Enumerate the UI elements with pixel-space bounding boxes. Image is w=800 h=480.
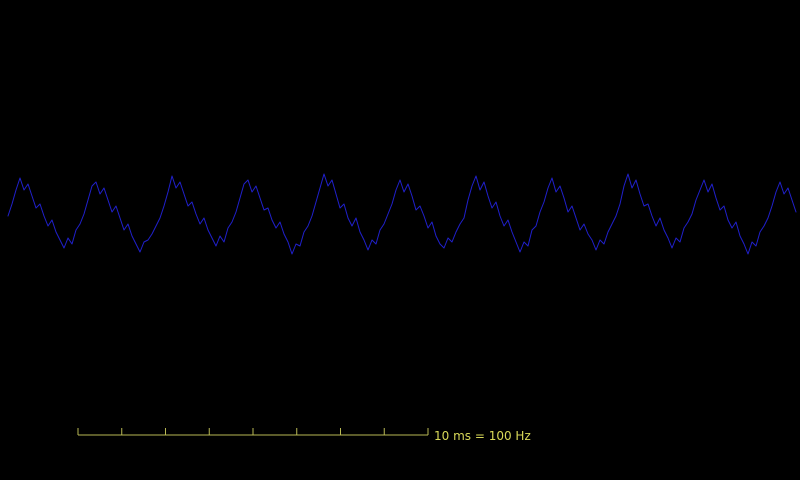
scale-ruler-ticks	[77, 428, 429, 435]
scale-label: 10 ms = 100 Hz	[434, 429, 531, 443]
waveform-trace	[7, 173, 797, 255]
